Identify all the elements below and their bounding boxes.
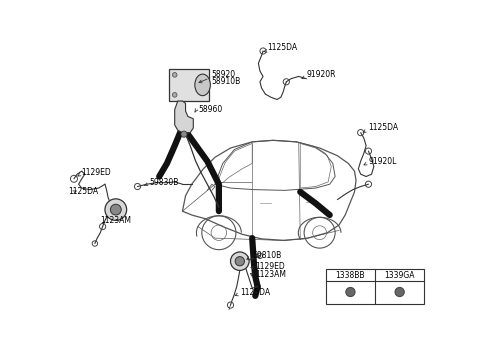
Circle shape [181, 131, 187, 137]
Text: 1129ED: 1129ED [255, 262, 285, 271]
Circle shape [235, 256, 244, 266]
Text: 58960: 58960 [198, 105, 222, 114]
Text: 1125DA: 1125DA [68, 188, 98, 196]
Text: 1123AM: 1123AM [255, 270, 286, 279]
Text: 59830B: 59830B [149, 178, 179, 187]
Circle shape [172, 73, 177, 77]
Text: 1339GA: 1339GA [384, 271, 415, 279]
Text: 58920: 58920 [211, 70, 235, 79]
Text: 1125DA: 1125DA [240, 287, 270, 296]
Ellipse shape [195, 74, 210, 96]
Circle shape [172, 93, 177, 97]
Text: 91920L: 91920L [369, 157, 397, 166]
Text: 1338BB: 1338BB [336, 271, 365, 279]
Text: 1125DA: 1125DA [268, 44, 298, 53]
Text: 1129ED: 1129ED [82, 168, 111, 177]
Circle shape [346, 287, 355, 296]
Text: 1123AM: 1123AM [100, 216, 132, 225]
FancyBboxPatch shape [168, 69, 209, 101]
Text: 91920R: 91920R [306, 70, 336, 79]
Polygon shape [175, 101, 193, 133]
Circle shape [395, 287, 404, 296]
Text: 1125DA: 1125DA [369, 124, 398, 133]
Circle shape [105, 199, 127, 220]
Circle shape [110, 204, 121, 215]
Text: 58910B: 58910B [211, 77, 240, 86]
Circle shape [230, 252, 249, 270]
Text: 59810B: 59810B [252, 251, 281, 260]
